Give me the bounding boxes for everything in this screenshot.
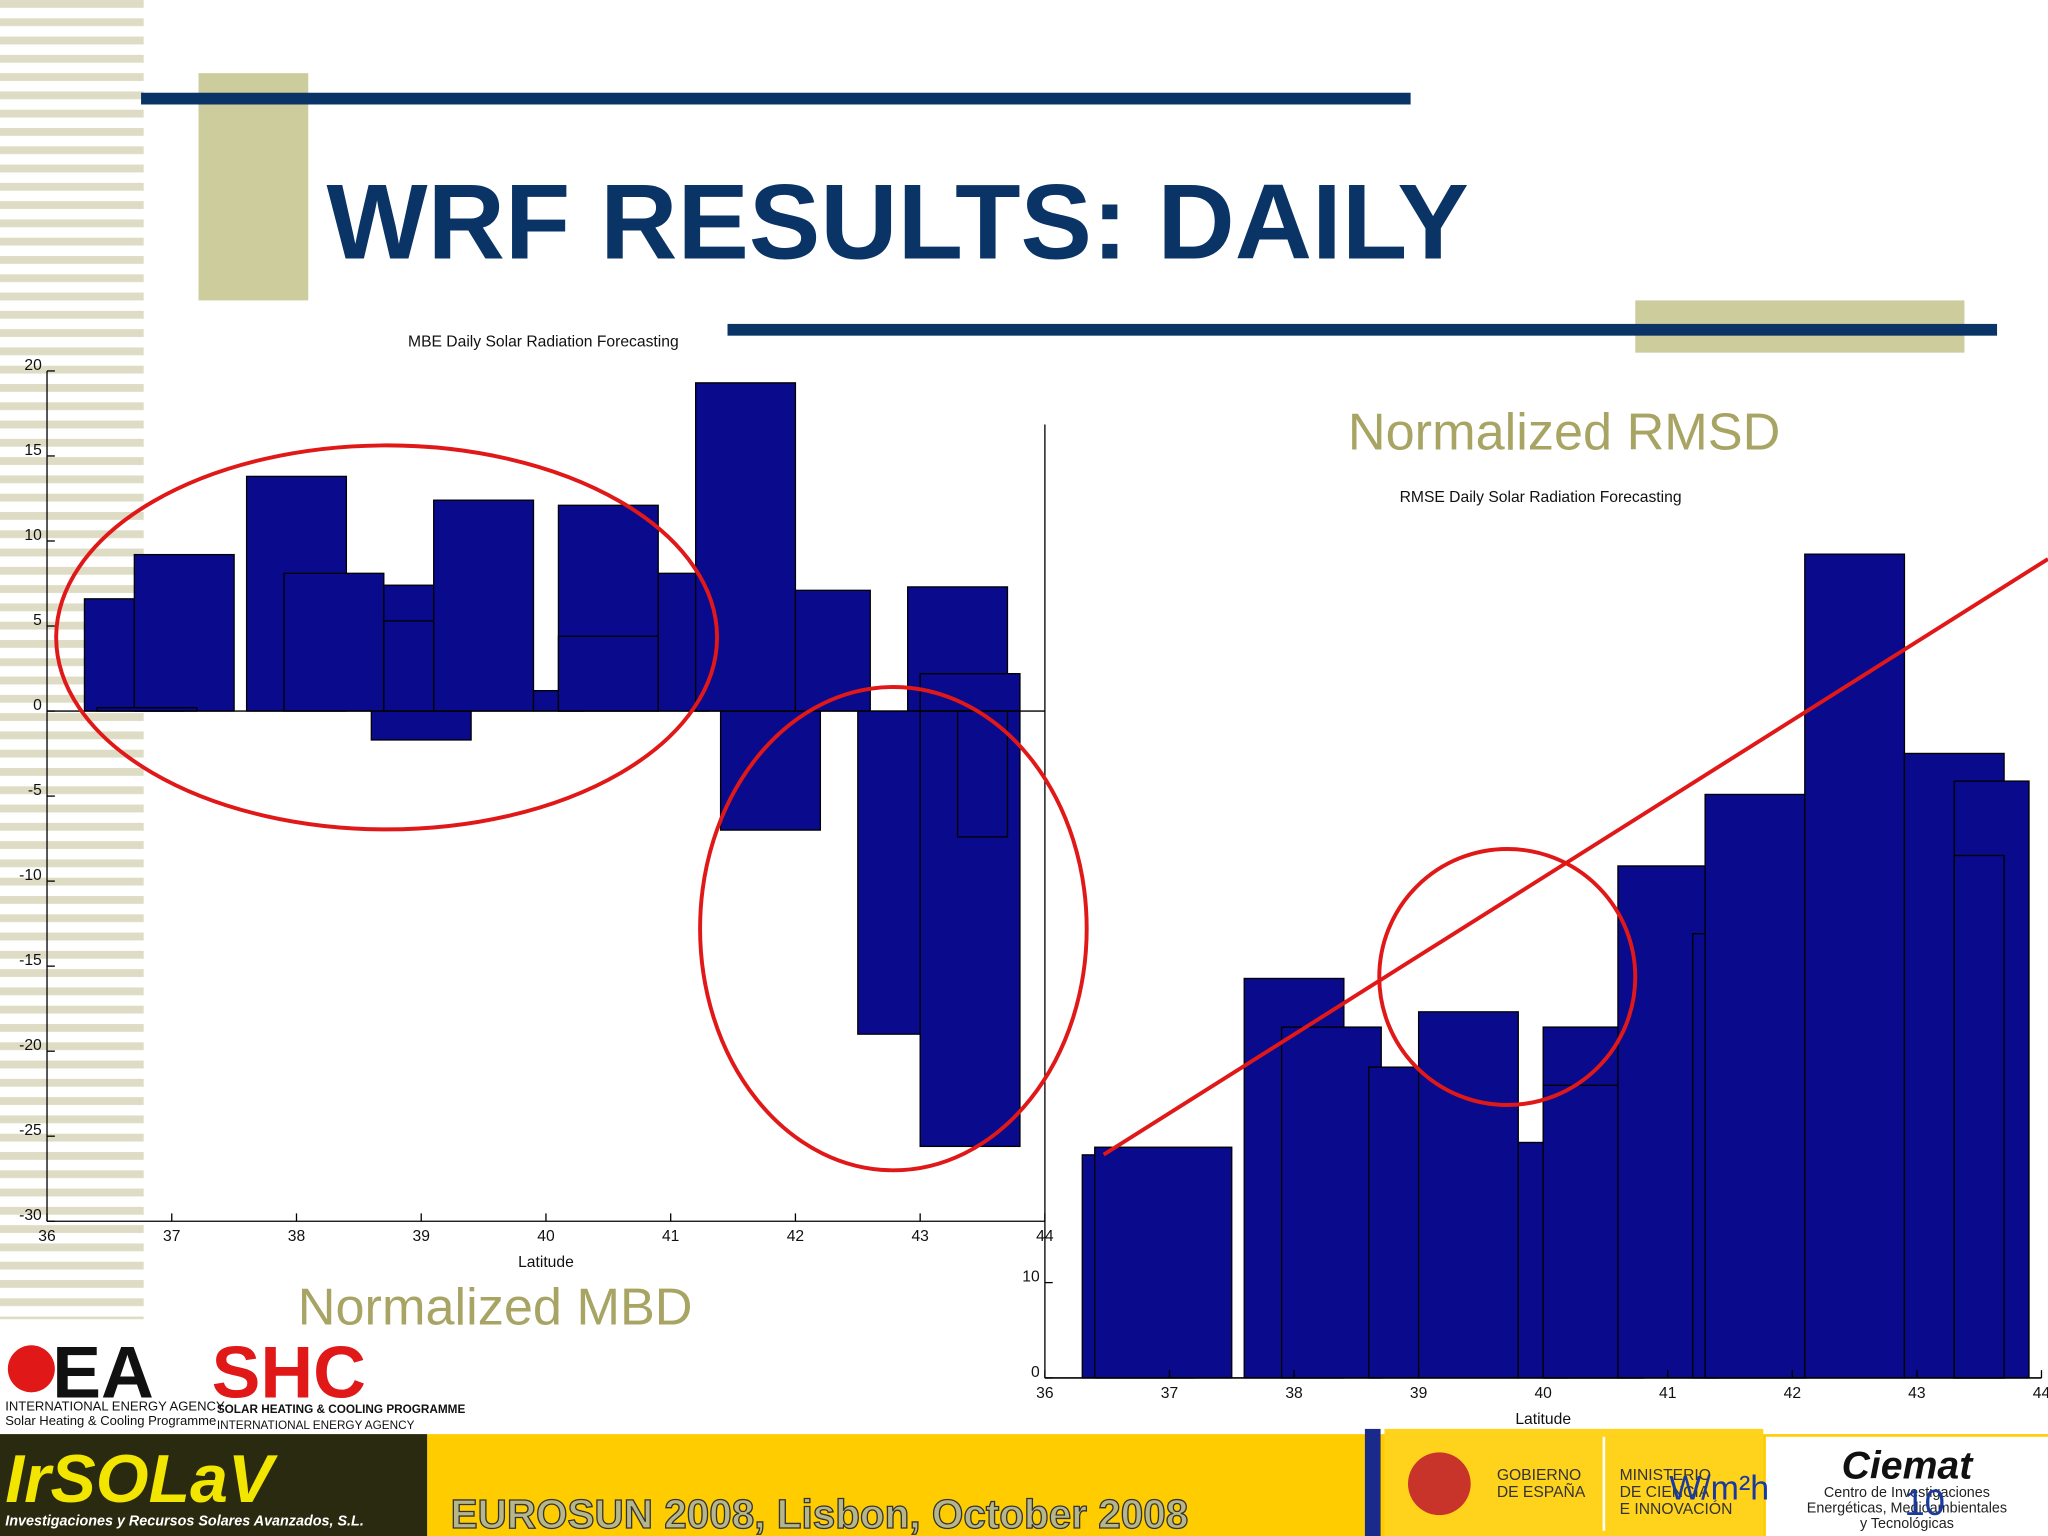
bar — [1417, 1011, 1519, 1379]
bar — [1804, 553, 1906, 1379]
x-tick-label: 36 — [1036, 1385, 1054, 1402]
x-tick-label: 41 — [662, 1228, 679, 1245]
sun-icon — [7, 1345, 55, 1393]
y-tick-label: 0 — [33, 697, 42, 714]
bar — [383, 620, 435, 712]
irsolav-sub: Investigaciones y Recursos Solares Avanz… — [5, 1514, 364, 1530]
y-tick-label: 10 — [1022, 1269, 1040, 1286]
bar — [719, 710, 822, 831]
bar — [794, 589, 871, 712]
x-tick-label: 40 — [537, 1228, 555, 1245]
gobierno-line: GOBIERNO — [1497, 1467, 1581, 1484]
irsolav-logo — [0, 1434, 428, 1536]
highlight-ellipse — [1377, 847, 1638, 1107]
x-tick-label: 41 — [1659, 1385, 1676, 1402]
page-number: 10 — [1904, 1482, 1945, 1523]
slide-title: WRF RESULTS: DAILY — [327, 162, 1469, 282]
ministerio-line: DE CIENCIA — [1620, 1484, 1710, 1501]
ciemat-sub: y Tecnológicas — [1860, 1516, 1954, 1532]
highlight-ellipse — [54, 443, 720, 832]
y-tick-label: 15 — [24, 442, 42, 459]
bar — [1280, 1026, 1382, 1379]
highlight-ellipse — [698, 685, 1089, 1173]
x-tick-label: 36 — [38, 1228, 56, 1245]
x-tick-label: 37 — [1161, 1385, 1178, 1402]
x-axis-label: Latitude — [1515, 1411, 1571, 1428]
shc-mark: SHC — [212, 1333, 366, 1414]
flag-strip — [1364, 1428, 1381, 1536]
iea-mark: EA — [52, 1333, 154, 1414]
footer: IrSOLaV Investigaciones y Recursos Solar… — [0, 1428, 2048, 1536]
bar — [956, 710, 1009, 838]
label-mbd: Normalized MBD — [298, 1278, 693, 1336]
shc-line: INTERNATIONAL ENERGY AGENCY — [217, 1419, 415, 1432]
bar — [694, 382, 797, 712]
unit-label: W/m²h — [1669, 1469, 1769, 1507]
bar — [1094, 1146, 1233, 1379]
x-tick-label: 43 — [911, 1228, 929, 1245]
x-tick-label: 43 — [1908, 1385, 1926, 1402]
coat-of-arms — [1408, 1452, 1471, 1516]
chart-title: MBE Daily Solar Radiation Forecasting — [408, 333, 679, 350]
bar — [283, 572, 385, 712]
footer-text: EUROSUN 2008, Lisbon, October 2008 — [451, 1491, 1189, 1536]
x-tick-label: 39 — [413, 1228, 430, 1245]
x-tick-label: 37 — [163, 1228, 180, 1245]
decor-block — [198, 73, 309, 301]
label-rmsd: Normalized RMSD — [1348, 403, 1780, 461]
shc-line: SOLAR HEATING & COOLING PROGRAMME — [217, 1403, 466, 1416]
bar — [370, 710, 472, 741]
bar — [557, 635, 659, 712]
x-tick-label: 42 — [787, 1228, 804, 1245]
ministerio-line: E INNOVACIÓN — [1620, 1499, 1733, 1518]
x-tick-label: 44 — [2033, 1385, 2048, 1402]
x-axis-label: Latitude — [518, 1254, 574, 1271]
gobierno-line: DE ESPAÑA — [1497, 1481, 1586, 1501]
x-tick-label: 38 — [1285, 1385, 1303, 1402]
bar — [133, 553, 235, 712]
decor-rule — [727, 323, 1998, 336]
trend-line — [1102, 557, 2048, 1157]
y-tick-label: 20 — [24, 357, 42, 374]
y-tick-label: -30 — [19, 1207, 42, 1224]
y-tick-label: -5 — [28, 782, 42, 799]
iea-line: Solar Heating & Cooling Programme — [5, 1413, 216, 1428]
x-tick-label: 38 — [288, 1228, 306, 1245]
iea-line: INTERNATIONAL ENERGY AGENCY — [5, 1399, 225, 1414]
bar — [1953, 854, 2005, 1379]
y-tick-label: 10 — [24, 527, 42, 544]
ciemat-sub: Energéticas, Medioambientales — [1807, 1500, 2007, 1516]
bar — [1704, 793, 1806, 1379]
y-tick-label: -25 — [19, 1122, 42, 1139]
x-tick-label: 42 — [1784, 1385, 1801, 1402]
ciemat-sub: Centro de Investigaciones — [1824, 1485, 1990, 1501]
x-tick-label: 40 — [1534, 1385, 1552, 1402]
charts: MBE Daily Solar Radiation Forecasting 20 1… — [19, 333, 2048, 1428]
chart-title: RMSE Daily Solar Radiation Forecasting — [1400, 489, 1682, 506]
bar — [1368, 1066, 1420, 1379]
annotations: Normalized RMSD Normalized MBD — [54, 403, 2048, 1336]
y-tick-label: 0 — [1031, 1364, 1040, 1381]
y-tick-label: -20 — [19, 1037, 42, 1054]
y-tick-label: 5 — [33, 612, 42, 629]
y-tick-label: -15 — [19, 952, 42, 969]
bar — [433, 499, 535, 712]
y-tick-label: -10 — [19, 867, 42, 884]
x-tick-label: 39 — [1410, 1385, 1427, 1402]
ciemat-logo — [1765, 1436, 2048, 1536]
ciemat-name: Ciemat — [1842, 1445, 1975, 1488]
ministerio-line: MINISTERIO — [1620, 1467, 1711, 1484]
irsolav-name: IrSOLaV — [5, 1442, 279, 1517]
iea-shc-logo: EA SHC INTERNATIONAL ENERGY AGENCY Solar… — [5, 1333, 465, 1432]
decor-rule — [141, 92, 1411, 105]
